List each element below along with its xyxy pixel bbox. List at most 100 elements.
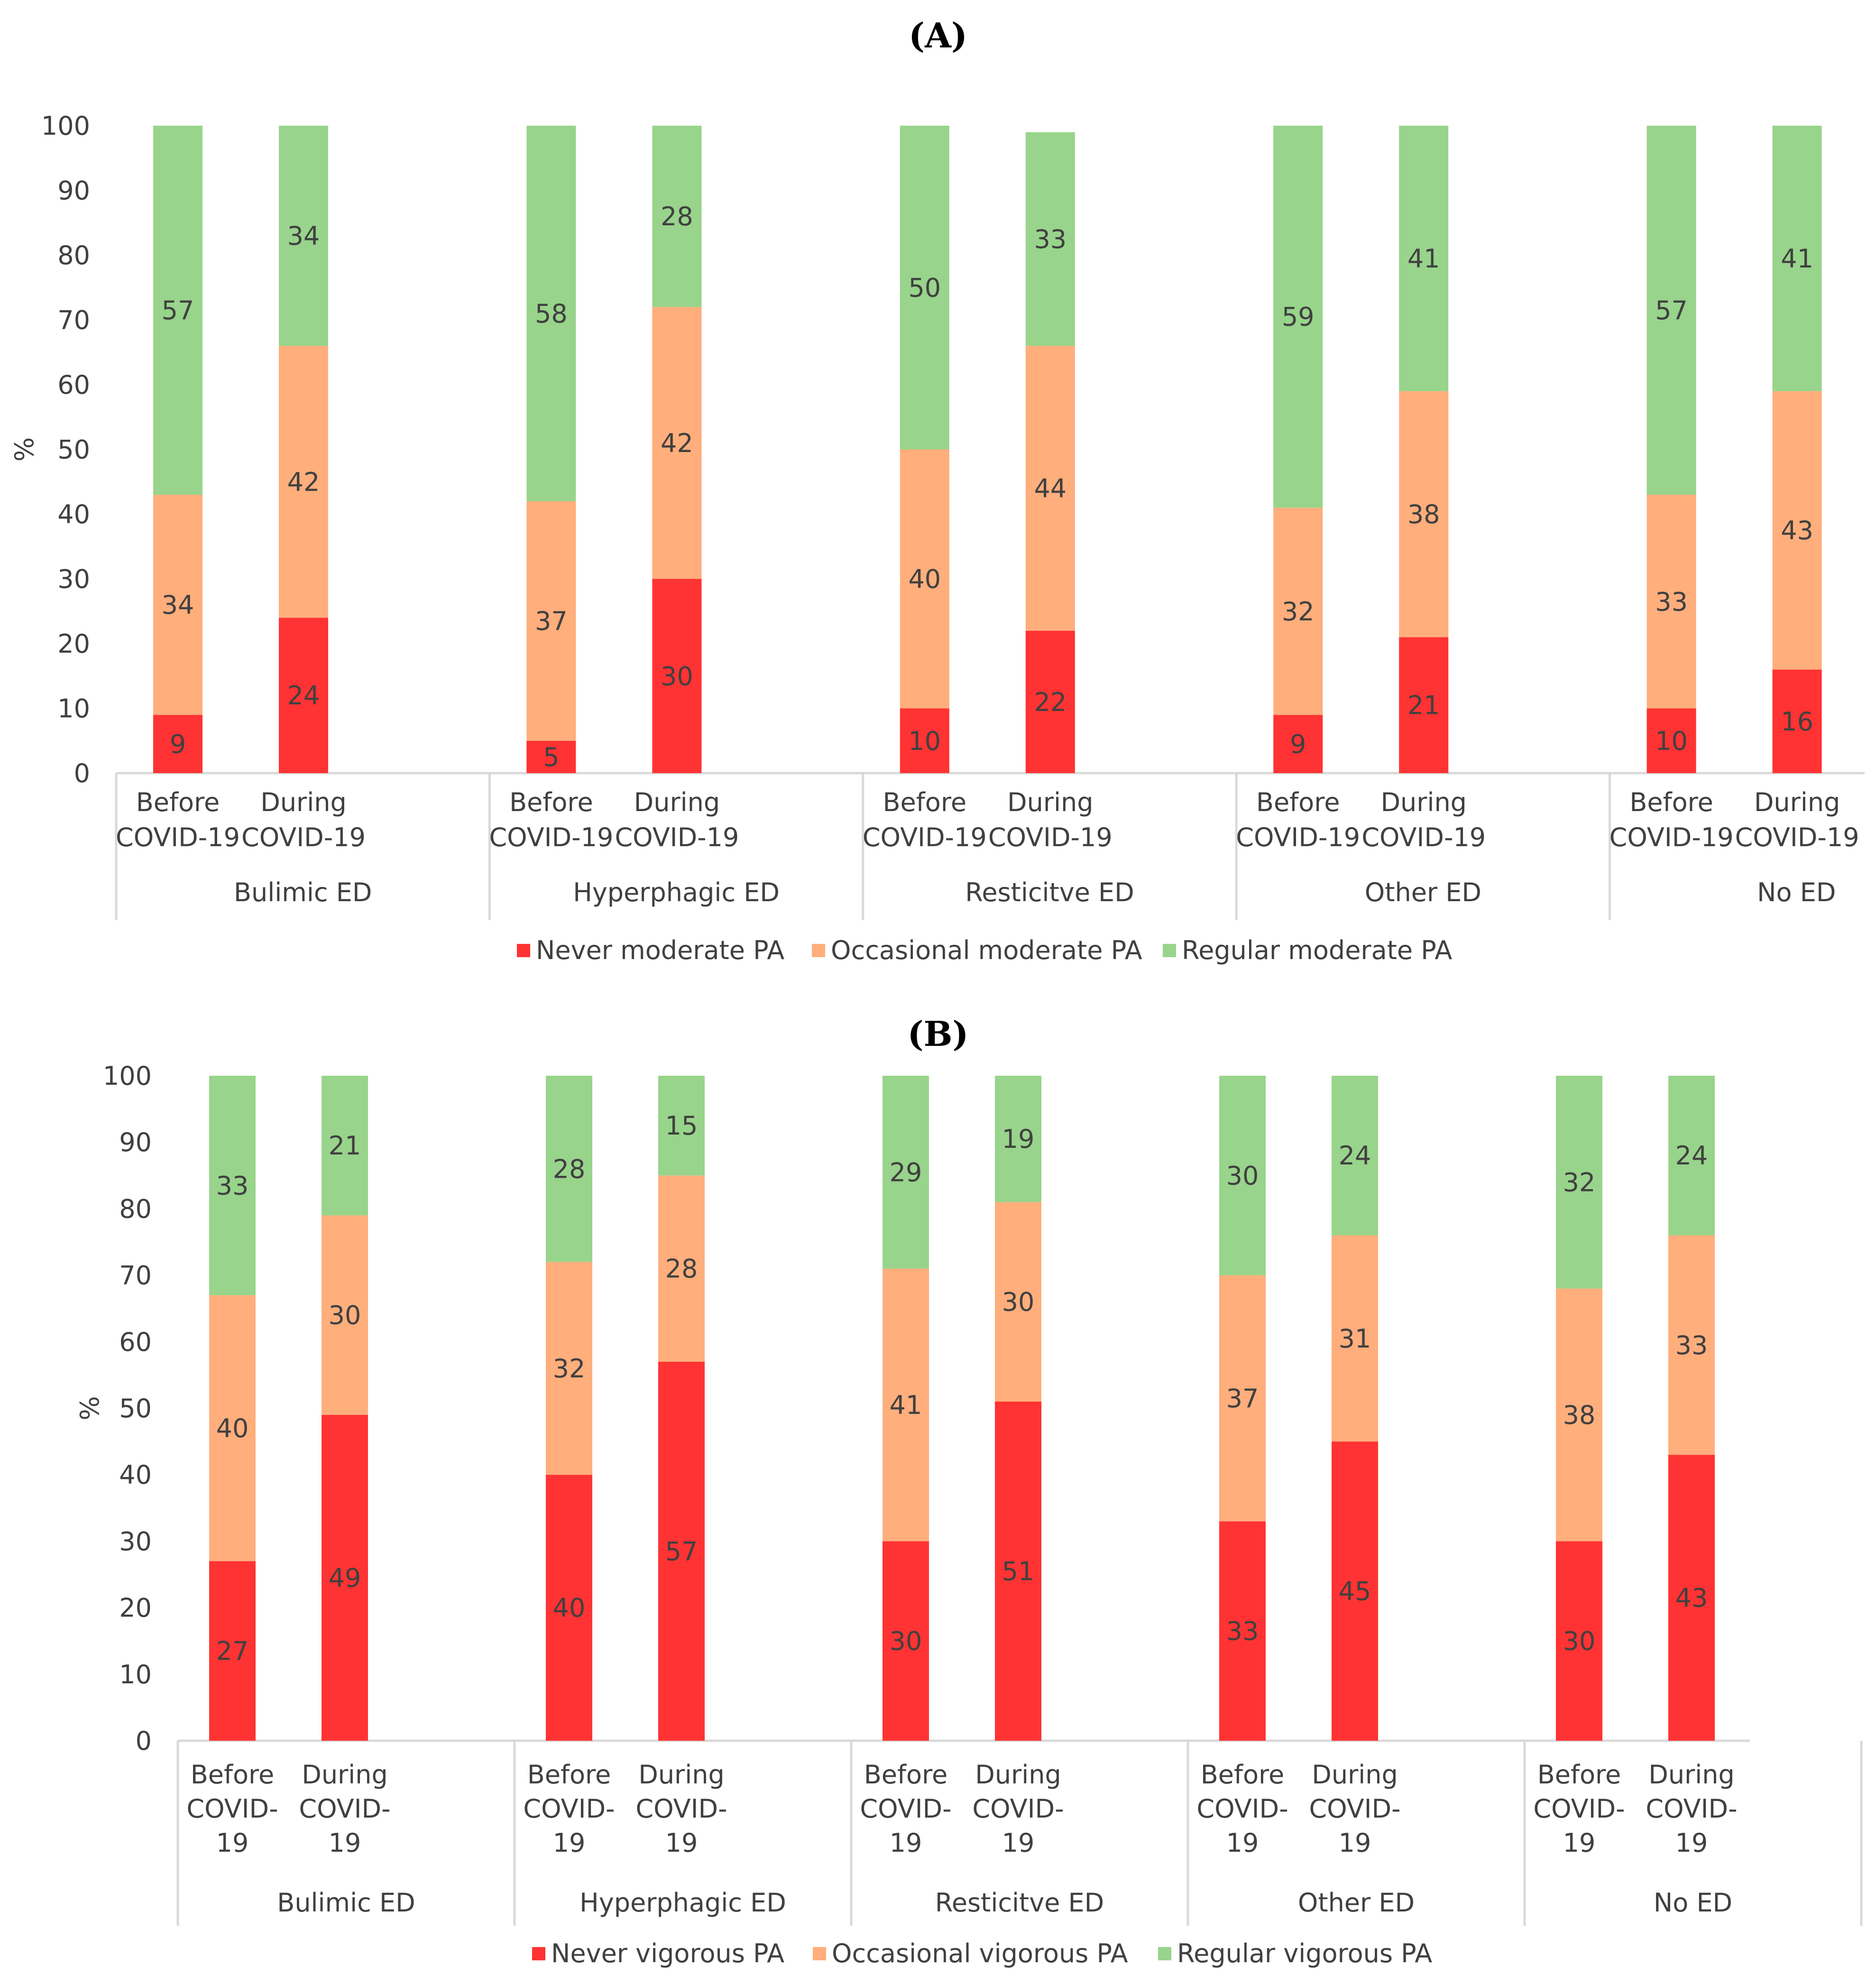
x-category-label: COVID-19 [1236,822,1360,852]
bar-segment [1646,708,1696,773]
bar-segment [1025,630,1075,773]
x-category-label: Before [136,787,220,817]
x-category-label: COVID- [860,1794,951,1824]
data-label: 9 [170,729,186,759]
y-tick-label: 40 [119,1460,152,1490]
bar-segment [1025,346,1075,631]
y-tick-label: 100 [41,111,90,141]
bar-segment [995,1401,1041,1741]
bar-segment [995,1076,1041,1202]
data-label: 27 [216,1636,249,1666]
data-label: 37 [1226,1384,1259,1413]
x-category-label: COVID- [523,1794,615,1824]
bar-segment [883,1268,929,1542]
y-tick-label: 80 [57,240,90,270]
bar-segment [883,1076,929,1269]
x-category-label: COVID- [972,1794,1064,1824]
x-category-label: Before [1256,787,1340,817]
bar-segment [209,1295,256,1561]
bar-segment [1772,669,1822,773]
x-category-label: COVID-19 [241,822,366,852]
data-label: 33 [1034,224,1067,254]
data-label: 28 [665,1254,698,1284]
x-category-label: During [1754,787,1840,817]
x-group-label: Other ED [1365,877,1481,907]
x-category-label: 19 [665,1828,698,1858]
bar-segment [658,1175,705,1362]
data-label: 31 [1339,1324,1371,1354]
legend-label: Regular moderate PA [1182,935,1452,965]
x-category-label: COVID-19 [1735,822,1859,852]
legend-label: Regular vigorous PA [1177,1939,1432,1968]
data-label: 45 [1339,1577,1371,1606]
data-label: 34 [162,590,194,620]
data-label: 40 [908,564,941,594]
y-tick-label: 0 [136,1726,152,1756]
data-label: 24 [1339,1141,1371,1171]
y-tick-label: 40 [57,499,90,529]
bar-segment [1332,1441,1378,1741]
x-group-label: Bulimic ED [234,877,372,907]
y-tick-label: 100 [103,1061,152,1091]
bar-segment [1273,508,1323,715]
data-label: 57 [162,295,194,325]
panel-title-b: (B) [908,1014,969,1054]
data-label: 32 [1563,1167,1596,1197]
bar-segment [1668,1235,1715,1455]
data-label: 40 [216,1413,249,1443]
bar-segment [526,501,576,741]
x-category-label: 19 [1563,1828,1596,1858]
bar-segment [526,126,576,501]
data-label: 42 [661,428,693,458]
bar-segment [995,1202,1041,1402]
x-category-label: During [1380,787,1467,817]
y-tick-label: 50 [57,435,90,465]
x-category-label: COVID- [635,1794,727,1824]
bar-segment [652,126,702,307]
x-category-label: COVID- [186,1794,278,1824]
x-group-label: Hyperphagic ED [579,1888,786,1918]
data-label: 24 [287,681,320,711]
data-label: 50 [908,273,941,303]
bar-segment [322,1076,368,1216]
x-group-label: Resticitve ED [935,1888,1104,1918]
bar-segment [1399,126,1449,391]
x-category-label: COVID- [1196,1794,1288,1824]
x-category-label: COVID-19 [615,822,739,852]
x-category-label: During [638,1760,725,1790]
data-label: 44 [1034,473,1067,503]
y-tick-label: 20 [57,629,90,659]
panel-title-a: (A) [909,15,967,55]
x-group-label: Bulimic ED [277,1888,415,1918]
x-category-label: 19 [329,1828,361,1858]
data-label: 38 [1563,1400,1596,1430]
data-label: 30 [1226,1161,1259,1191]
x-group-label: Resticitve ED [965,877,1134,907]
data-label: 33 [1675,1330,1708,1360]
bar-segment [1556,1076,1602,1289]
data-label: 30 [661,661,693,691]
data-label: 38 [1407,499,1440,529]
x-category-label: COVID-19 [116,822,240,852]
legend-swatch [517,944,530,957]
data-label: 40 [553,1593,586,1623]
data-label: 30 [1563,1626,1596,1656]
y-tick-label: 60 [119,1327,152,1357]
data-label: 37 [535,606,568,636]
y-tick-label: 50 [119,1394,152,1423]
legend-label: Never moderate PA [536,935,784,965]
data-label: 42 [287,467,320,497]
bar-segment [1332,1076,1378,1236]
data-label: 41 [890,1390,922,1420]
bar-segment [1273,126,1323,508]
y-axis-label: % [75,1396,105,1420]
data-label: 15 [665,1111,698,1141]
data-label: 29 [890,1157,922,1187]
y-tick-label: 90 [57,176,90,206]
x-group-label: Hyperphagic ED [573,877,780,907]
y-tick-label: 30 [119,1526,152,1556]
y-tick-label: 80 [119,1194,152,1224]
data-label: 43 [1781,516,1813,545]
legend-label: Occasional moderate PA [831,935,1142,965]
